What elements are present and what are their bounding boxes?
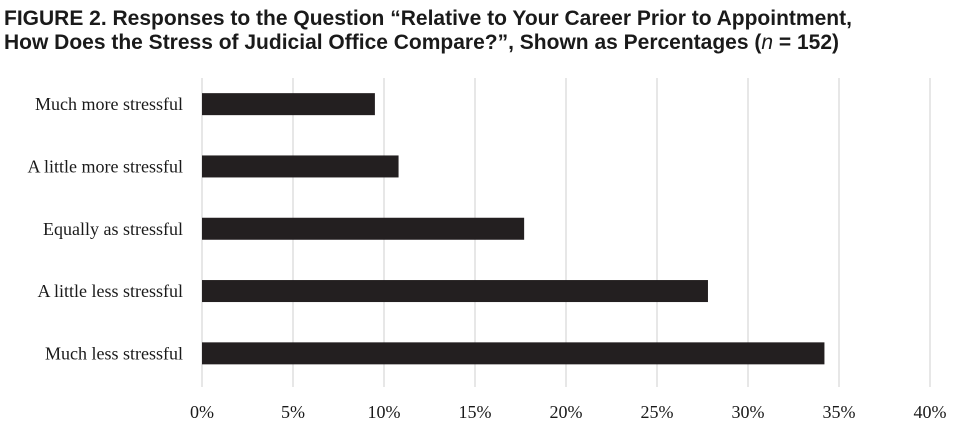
- x-tick-label: 15%: [459, 402, 492, 422]
- x-tick-label: 10%: [368, 402, 401, 422]
- x-tick-label: 25%: [641, 402, 674, 422]
- x-tick-label: 40%: [914, 402, 947, 422]
- category-label: Much more stressful: [35, 94, 183, 114]
- bar: [202, 217, 525, 240]
- bar: [202, 93, 375, 116]
- category-label: A little more stressful: [28, 156, 183, 176]
- category-label: Equally as stressful: [43, 219, 183, 239]
- figure-title-line-2-prefix: How Does the Stress of Judicial Office C…: [4, 31, 762, 54]
- bars: [202, 93, 825, 365]
- bar: [202, 155, 399, 178]
- x-tick-label: 35%: [823, 402, 856, 422]
- category-label: A little less stressful: [38, 281, 184, 301]
- figure-title: FIGURE 2. Responses to the Question “Rel…: [4, 7, 966, 55]
- gridlines: [201, 78, 931, 387]
- x-tick-label: 5%: [281, 402, 305, 422]
- category-label: Much less stressful: [45, 343, 183, 363]
- figure-title-n-variable: n: [761, 31, 774, 54]
- figure-title-line-2-suffix: = 152): [773, 31, 840, 54]
- x-tick-label: 30%: [732, 402, 765, 422]
- x-tick-label: 20%: [550, 402, 583, 422]
- bar: [202, 342, 825, 365]
- category-labels: Much more stressful A little more stressf…: [28, 94, 183, 363]
- x-tick-label: 0%: [190, 402, 214, 422]
- x-axis-tick-labels: 0% 5% 10% 15% 20% 25% 30% 35% 40%: [190, 402, 947, 422]
- bar: [202, 280, 708, 303]
- figure-title-line-1: FIGURE 2. Responses to the Question “Rel…: [4, 7, 852, 30]
